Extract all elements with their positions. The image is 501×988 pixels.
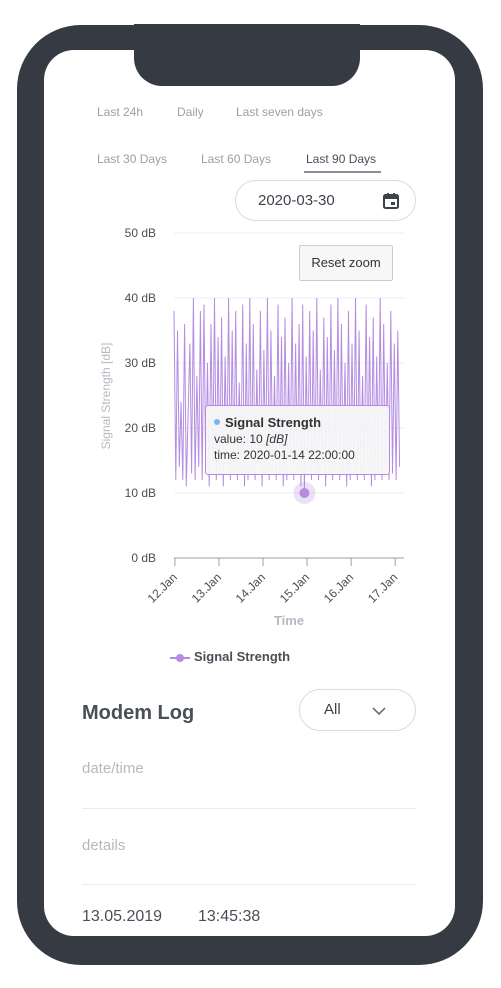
details-label: details: [82, 837, 126, 854]
tab-last-seven-days[interactable]: Last seven days: [236, 105, 323, 119]
date-picker-value: 2020-03-30: [258, 192, 335, 209]
tab-last-90-days[interactable]: Last 90 Days: [306, 152, 377, 166]
reset-zoom-button[interactable]: Reset zoom: [299, 245, 393, 281]
phone-notch: [134, 24, 360, 86]
active-tab-indicator: [304, 171, 381, 173]
y-tick-label: 20 dB: [125, 421, 156, 435]
log-filter-select[interactable]: All: [299, 689, 416, 731]
y-tick-label: 30 dB: [125, 356, 156, 370]
divider: [82, 808, 416, 809]
x-axis-title: Time: [274, 613, 304, 628]
y-tick-label: 10 dB: [125, 486, 156, 500]
chart-tooltip: Signal Strength value: 10 [dB] time: 202…: [205, 405, 390, 475]
legend-marker-icon: [170, 653, 190, 663]
x-tick-label: 15.Jan: [277, 570, 312, 605]
legend-item-signal-strength[interactable]: Signal Strength: [170, 649, 290, 664]
log-row-time: 13:45:38: [198, 908, 261, 925]
x-tick-label: 16.Jan: [321, 570, 356, 605]
tooltip-time-label: time:: [214, 448, 241, 462]
y-tick-label: 0 dB: [131, 551, 156, 565]
log-row-date: 13.05.2019: [82, 908, 163, 925]
y-tick-label: 50 dB: [125, 226, 156, 240]
date-time-label: date/time: [82, 760, 144, 777]
highlight-point[interactable]: [299, 488, 310, 498]
modem-log-title: Modem Log: [82, 702, 195, 724]
chevron-down-icon: [372, 707, 386, 716]
legend-label: Signal Strength: [194, 649, 291, 664]
tab-last-24h[interactable]: Last 24h: [97, 105, 144, 119]
tooltip-time: 2020-01-14 22:00:00: [243, 448, 355, 462]
x-axis-tick-labels: 12.Jan 13.Jan 14.Jan 15.Jan 16.Jan 17.Jan: [145, 570, 401, 605]
tab-daily[interactable]: Daily: [177, 105, 204, 119]
y-axis-title: Signal Strength [dB]: [99, 343, 113, 450]
x-tick-label: 12.Jan: [145, 570, 180, 605]
tab-last-60-days[interactable]: Last 60 Days: [201, 152, 272, 166]
date-picker[interactable]: 2020-03-30: [235, 180, 416, 221]
divider: [82, 884, 416, 885]
tooltip-value: 10: [249, 432, 263, 446]
x-tick-label: 13.Jan: [189, 570, 224, 605]
series-dot-icon: [214, 418, 220, 425]
x-axis-ticks: [174, 558, 396, 566]
y-axis-tick-labels: 0 dB 10 dB 20 dB 30 dB 40 dB 50 dB: [125, 226, 156, 565]
y-tick-label: 40 dB: [125, 291, 156, 305]
x-tick-label: 17.Jan: [365, 570, 400, 605]
tooltip-value-label: value:: [214, 432, 247, 446]
calendar-icon[interactable]: [382, 192, 400, 210]
log-filter-value: All: [324, 701, 341, 718]
tab-last-30-days[interactable]: Last 30 Days: [97, 152, 168, 166]
tooltip-series-name: Signal Strength: [225, 415, 322, 430]
x-tick-label: 14.Jan: [233, 570, 268, 605]
tooltip-unit: [dB]: [266, 432, 288, 446]
